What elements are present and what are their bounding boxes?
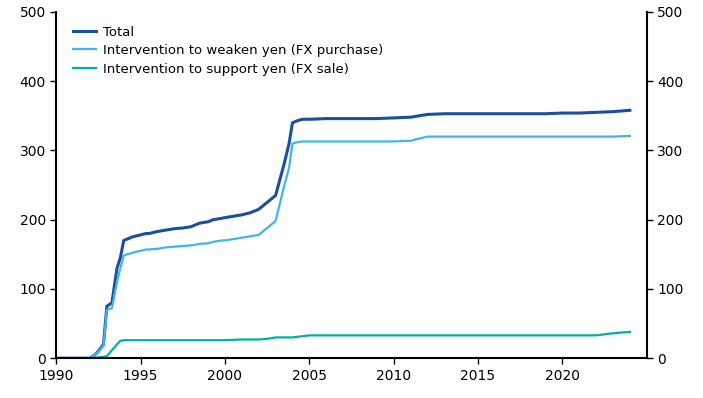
Intervention to support yen (FX sale) xyxy=(609,331,617,336)
Intervention to support yen (FX sale) xyxy=(204,338,212,343)
Intervention to weaken yen (FX purchase) xyxy=(162,245,170,250)
Intervention to weaken yen (FX purchase) xyxy=(136,248,145,253)
Intervention to support yen (FX sale) xyxy=(524,333,533,338)
Intervention to support yen (FX sale) xyxy=(103,354,111,359)
Intervention to support yen (FX sale) xyxy=(508,333,516,338)
Intervention to support yen (FX sale) xyxy=(288,335,297,340)
Intervention to support yen (FX sale) xyxy=(314,333,322,338)
Intervention to support yen (FX sale) xyxy=(373,333,381,338)
Intervention to support yen (FX sale) xyxy=(136,338,145,343)
Line: Intervention to weaken yen (FX purchase): Intervention to weaken yen (FX purchase) xyxy=(56,136,630,358)
Intervention to support yen (FX sale) xyxy=(77,356,86,361)
Intervention to weaken yen (FX purchase) xyxy=(170,244,179,249)
Intervention to support yen (FX sale) xyxy=(112,342,121,347)
Intervention to support yen (FX sale) xyxy=(356,333,364,338)
Intervention to support yen (FX sale) xyxy=(153,338,162,343)
Intervention to support yen (FX sale) xyxy=(339,333,347,338)
Intervention to support yen (FX sale) xyxy=(322,333,330,338)
Line: Intervention to support yen (FX sale): Intervention to support yen (FX sale) xyxy=(56,332,630,358)
Legend: Total, Intervention to weaken yen (FX purchase), Intervention to support yen (FX: Total, Intervention to weaken yen (FX pu… xyxy=(69,22,387,80)
Intervention to support yen (FX sale) xyxy=(626,330,634,334)
Intervention to support yen (FX sale) xyxy=(246,337,254,342)
Intervention to support yen (FX sale) xyxy=(558,333,567,338)
Total xyxy=(162,228,170,232)
Intervention to support yen (FX sale) xyxy=(491,333,499,338)
Intervention to support yen (FX sale) xyxy=(238,337,246,342)
Intervention to support yen (FX sale) xyxy=(423,333,432,338)
Total xyxy=(170,226,179,231)
Intervention to weaken yen (FX purchase) xyxy=(626,133,634,138)
Intervention to support yen (FX sale) xyxy=(116,338,124,343)
Intervention to support yen (FX sale) xyxy=(99,355,108,359)
Intervention to support yen (FX sale) xyxy=(457,333,465,338)
Intervention to support yen (FX sale) xyxy=(263,336,271,341)
Intervention to support yen (FX sale) xyxy=(123,338,131,343)
Intervention to weaken yen (FX purchase) xyxy=(293,140,302,144)
Total xyxy=(626,108,634,113)
Intervention to support yen (FX sale) xyxy=(187,338,195,343)
Intervention to support yen (FX sale) xyxy=(52,356,60,361)
Intervention to support yen (FX sale) xyxy=(541,333,550,338)
Intervention to weaken yen (FX purchase) xyxy=(52,356,60,361)
Total xyxy=(52,356,60,361)
Intervention to support yen (FX sale) xyxy=(474,333,482,338)
Total xyxy=(116,256,124,260)
Intervention to support yen (FX sale) xyxy=(271,335,280,340)
Intervention to support yen (FX sale) xyxy=(406,333,415,338)
Intervention to support yen (FX sale) xyxy=(440,333,449,338)
Intervention to support yen (FX sale) xyxy=(389,333,398,338)
Intervention to support yen (FX sale) xyxy=(120,338,128,343)
Intervention to support yen (FX sale) xyxy=(170,338,179,343)
Total xyxy=(293,118,302,123)
Intervention to weaken yen (FX purchase) xyxy=(145,247,153,252)
Intervention to support yen (FX sale) xyxy=(575,333,583,338)
Total xyxy=(136,232,145,237)
Intervention to support yen (FX sale) xyxy=(592,333,600,338)
Intervention to support yen (FX sale) xyxy=(91,355,99,360)
Intervention to support yen (FX sale) xyxy=(86,356,94,361)
Intervention to support yen (FX sale) xyxy=(305,333,314,338)
Intervention to weaken yen (FX purchase) xyxy=(116,266,124,271)
Total xyxy=(145,231,153,236)
Intervention to support yen (FX sale) xyxy=(221,338,229,343)
Intervention to support yen (FX sale) xyxy=(254,337,263,342)
Line: Total: Total xyxy=(56,110,630,358)
Intervention to support yen (FX sale) xyxy=(69,356,77,361)
